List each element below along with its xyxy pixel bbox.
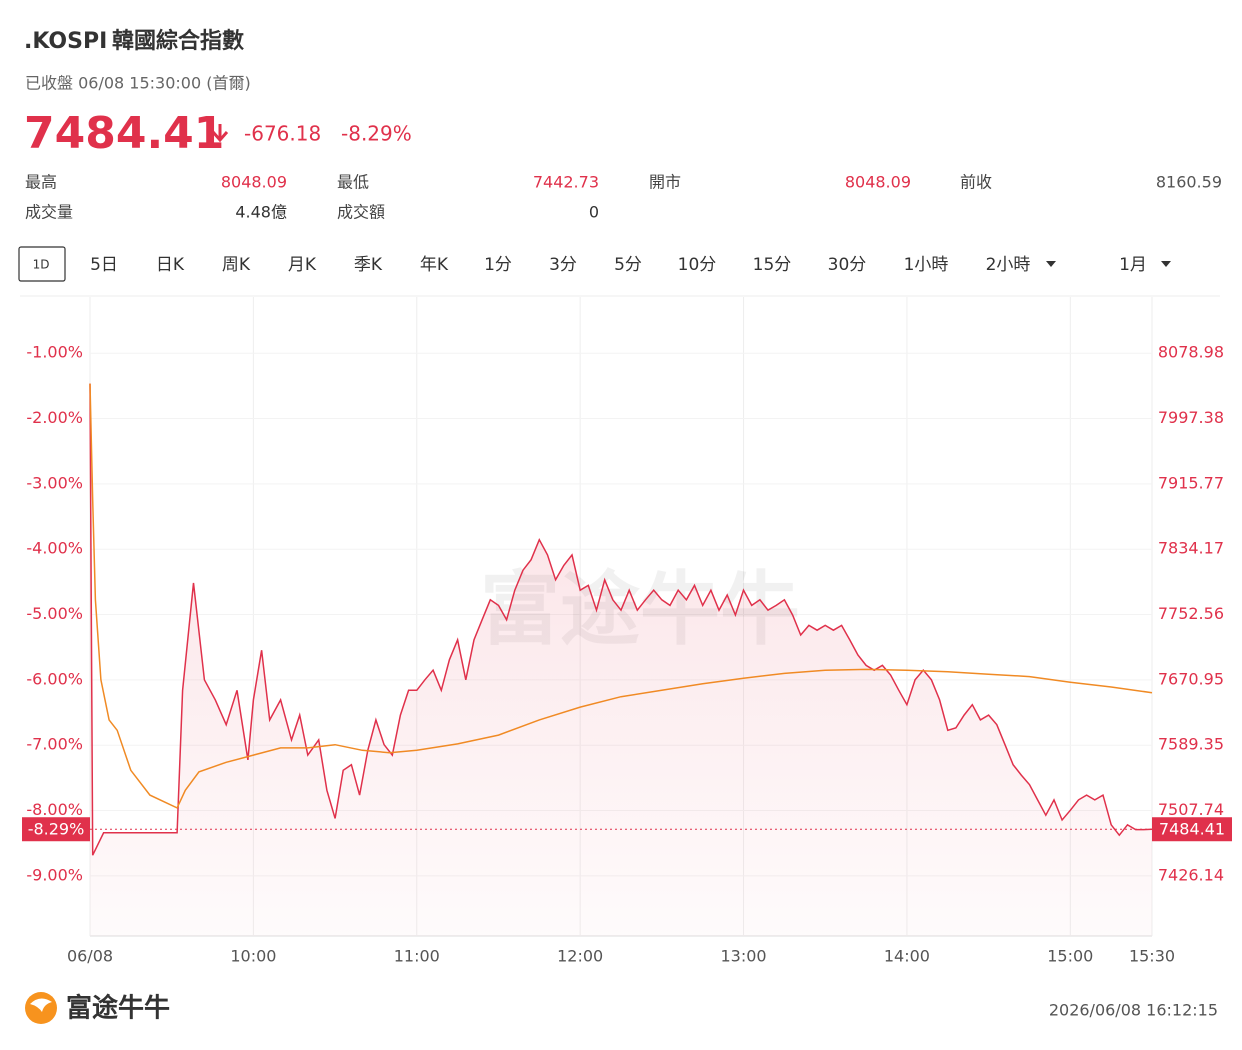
- y2-tick-label: 7426.14: [1158, 865, 1224, 884]
- y-tick-label: -7.00%: [26, 735, 83, 754]
- timestamp: 2026/06/08 16:12:15: [1049, 1001, 1218, 1020]
- y2-tick-label: 7915.77: [1158, 473, 1224, 492]
- series-line: [89, 383, 1153, 809]
- y-tick-label: -6.00%: [26, 669, 83, 688]
- y2-tick-label: 7752.56: [1158, 604, 1224, 623]
- x-tick-label: 12:00: [557, 947, 603, 966]
- last-price-tag: [22, 817, 90, 842]
- tab[interactable]: 季K: [354, 255, 383, 275]
- stat-value: 0: [589, 203, 599, 222]
- y-tick-label: -9.00%: [26, 865, 83, 884]
- stat-value: 8160.59: [1156, 173, 1222, 192]
- tab[interactable]: 1D: [33, 258, 50, 272]
- stats: 最高 8048.09 最低 7442.73 開市 8048.09 前收 8160.59 成交量 4…: [25, 173, 1222, 222]
- last-price-label: 7484.41: [1159, 820, 1225, 839]
- y-tick-label: -1.00%: [26, 343, 83, 362]
- tab[interactable]: 年K: [420, 255, 449, 275]
- index-name: 韓國綜合指數: [112, 28, 244, 54]
- price-change: -676.18: [244, 122, 321, 146]
- x-tick-label: 06/08: [67, 947, 113, 966]
- percent-change: -8.29%: [341, 122, 412, 146]
- chart: 06/08 10:00 11:00 12:00 13:00 14:00 15:00 15:30…: [22, 297, 1232, 966]
- tab[interactable]: 月K: [288, 255, 317, 275]
- y-tick-label: -3.00%: [26, 473, 83, 492]
- tab[interactable]: 日K: [156, 255, 185, 275]
- stat-value: 4.48億: [235, 203, 287, 222]
- y2-tick-label: 7997.38: [1158, 408, 1224, 427]
- y2-tick-label: 8078.98: [1158, 343, 1224, 362]
- series-line: [89, 383, 1153, 856]
- y-tick-label: -5.00%: [26, 604, 83, 623]
- last-pct-label: -8.29%: [28, 820, 85, 839]
- y-tick-label: -4.00%: [26, 539, 83, 558]
- y2-tick-label: 7834.17: [1158, 539, 1224, 558]
- y2-tick-label: 7507.74: [1158, 800, 1224, 819]
- tab[interactable]: 1月: [1119, 255, 1147, 275]
- logo-mark: [30, 998, 52, 1012]
- down-arrow: [211, 124, 229, 143]
- tab[interactable]: 2小時: [986, 255, 1031, 275]
- x-tick-label: 15:00: [1047, 947, 1093, 966]
- x-tick-label: 14:00: [884, 947, 930, 966]
- stat-label: 開市: [649, 173, 681, 192]
- stat-value: 8048.09: [845, 173, 911, 192]
- x-tick-label: 11:00: [394, 947, 440, 966]
- tab[interactable]: 1小時: [904, 255, 949, 275]
- stat-label: 成交量: [25, 203, 73, 222]
- tab[interactable]: 周K: [222, 255, 251, 275]
- area-fill: [90, 383, 1152, 937]
- stat-value: 7442.73: [533, 173, 599, 192]
- tab[interactable]: 1分: [484, 255, 512, 275]
- stat-value: 8048.09: [221, 173, 287, 192]
- logo-text: 富途牛牛: [66, 993, 170, 1024]
- stat-label: 最低: [337, 173, 369, 192]
- tab-selected-box: [18, 246, 66, 282]
- x-tick-label: 15:30: [1129, 947, 1175, 966]
- tab[interactable]: 5分: [614, 255, 642, 275]
- tab[interactable]: 15分: [753, 255, 792, 275]
- tab[interactable]: 10分: [678, 255, 717, 275]
- symbol: .KOSPI: [24, 29, 107, 54]
- tab[interactable]: 3分: [549, 255, 577, 275]
- stat-label: 前收: [960, 173, 992, 192]
- market-status: 已收盤 06/08 15:30:00 (首爾): [25, 74, 251, 93]
- period-tabs: 1D 5日 日K 周K 月K 季K 年K 1分 3分 5分 10分 15分 30分 1小時 2小時 1月: [18, 246, 1147, 282]
- dropdown-arrows: [1046, 261, 1171, 267]
- y2-tick-label: 7589.35: [1158, 735, 1224, 754]
- tab[interactable]: 30分: [828, 255, 867, 275]
- stat-label: 成交額: [337, 203, 385, 222]
- y-tick-label: -2.00%: [26, 408, 83, 427]
- x-tick-label: 13:00: [720, 947, 766, 966]
- y-tick-label: -8.00%: [26, 800, 83, 819]
- x-tick-label: 10:00: [230, 947, 276, 966]
- last-price: 7484.41: [24, 108, 224, 159]
- last-price-tag: [1152, 817, 1232, 842]
- tab[interactable]: 5日: [90, 255, 118, 275]
- stat-label: 最高: [25, 173, 57, 192]
- logo: [25, 992, 57, 1024]
- y2-tick-label: 7670.95: [1158, 669, 1224, 688]
